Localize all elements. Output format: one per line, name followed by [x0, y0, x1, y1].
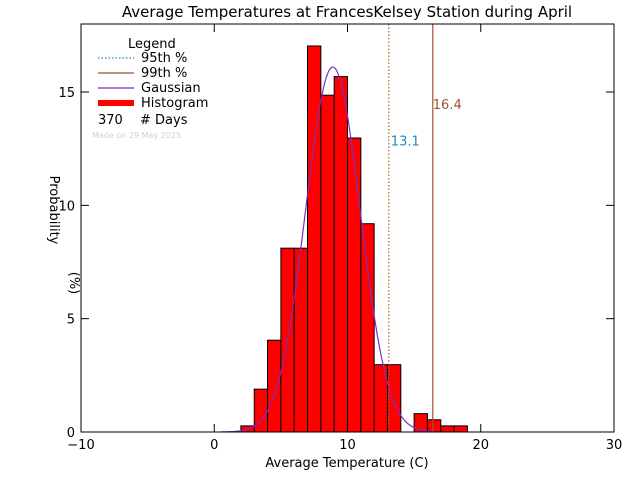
histogram-bar [386, 364, 402, 433]
legend-item-label: 99th % [141, 66, 187, 81]
histogram-bar [307, 45, 322, 433]
p95-label: 13.1 [391, 134, 420, 149]
histogram-bar [426, 419, 442, 433]
p99-label: 16.4 [433, 98, 462, 113]
histogram-bar [267, 339, 282, 433]
x-tick-label: 20 [472, 438, 489, 453]
x-tick-label: −10 [67, 438, 94, 453]
gaussian-curve [220, 66, 435, 433]
day-count: 370 [98, 113, 123, 128]
histogram-bar [440, 425, 455, 433]
x-axis-ticks: −10 0 10 20 30 [67, 24, 622, 453]
y-axis-label-word: Probability [46, 176, 61, 245]
x-tick-label: 10 [339, 438, 356, 453]
legend-title: Legend [128, 37, 176, 52]
y-tick-label: 15 [58, 86, 75, 101]
y-axis-label-unit: (%) [66, 272, 81, 295]
histogram-bars [240, 45, 468, 433]
legend-item-label: Histogram [141, 96, 208, 111]
made-on-date: Made on 29 May 2025 [92, 131, 181, 140]
y-axis-label: Probability (%) [46, 176, 81, 295]
y-tick-label: 5 [67, 313, 75, 328]
chart-title: Average Temperatures at FrancesKelsey St… [122, 3, 572, 21]
histogram-bar [347, 137, 362, 433]
histogram-bar [293, 247, 309, 433]
y-tick-label: 0 [67, 426, 75, 441]
legend-item-label: 95th % [141, 51, 187, 66]
legend-item-label: Gaussian [141, 81, 201, 96]
x-tick-label: 30 [606, 438, 623, 453]
y-tick-label: 10 [58, 199, 75, 214]
y-axis-ticks: 0 5 10 15 [58, 86, 614, 441]
histogram-bar [413, 413, 428, 433]
histogram-bar [453, 425, 468, 433]
day-count-label: # Days [140, 113, 188, 128]
x-axis-label: Average Temperature (C) [265, 456, 428, 471]
histogram-bar [320, 94, 335, 433]
x-tick-label: 0 [210, 438, 218, 453]
histogram-bar [333, 76, 348, 433]
histogram-bar [360, 223, 375, 433]
